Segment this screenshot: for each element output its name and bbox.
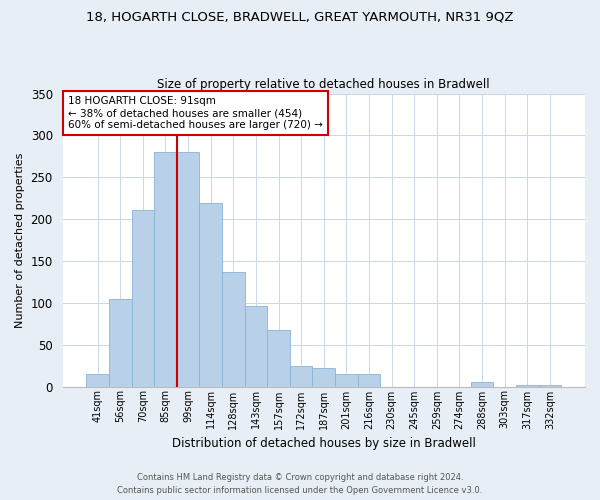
Text: Contains HM Land Registry data © Crown copyright and database right 2024.
Contai: Contains HM Land Registry data © Crown c… (118, 474, 482, 495)
Bar (86, 374, 109, 386)
Bar (290, 366, 313, 386)
X-axis label: Distribution of detached houses by size in Bradwell: Distribution of detached houses by size … (172, 437, 476, 450)
Bar (154, 152, 177, 386)
Bar (199, 203, 222, 386)
Bar (539, 385, 561, 386)
Bar (267, 330, 290, 386)
Bar (222, 272, 245, 386)
Bar (358, 374, 380, 386)
Bar (131, 210, 154, 386)
Y-axis label: Number of detached properties: Number of detached properties (15, 152, 25, 328)
Bar (177, 152, 199, 386)
Text: 18, HOGARTH CLOSE, BRADWELL, GREAT YARMOUTH, NR31 9QZ: 18, HOGARTH CLOSE, BRADWELL, GREAT YARMO… (86, 10, 514, 23)
Bar (335, 374, 358, 386)
Bar (245, 306, 267, 386)
Bar (471, 382, 493, 386)
Bar (109, 300, 131, 386)
Bar (516, 385, 539, 386)
Bar (313, 368, 335, 386)
Title: Size of property relative to detached houses in Bradwell: Size of property relative to detached ho… (157, 78, 490, 91)
Text: 18 HOGARTH CLOSE: 91sqm
← 38% of detached houses are smaller (454)
60% of semi-d: 18 HOGARTH CLOSE: 91sqm ← 38% of detache… (68, 96, 323, 130)
